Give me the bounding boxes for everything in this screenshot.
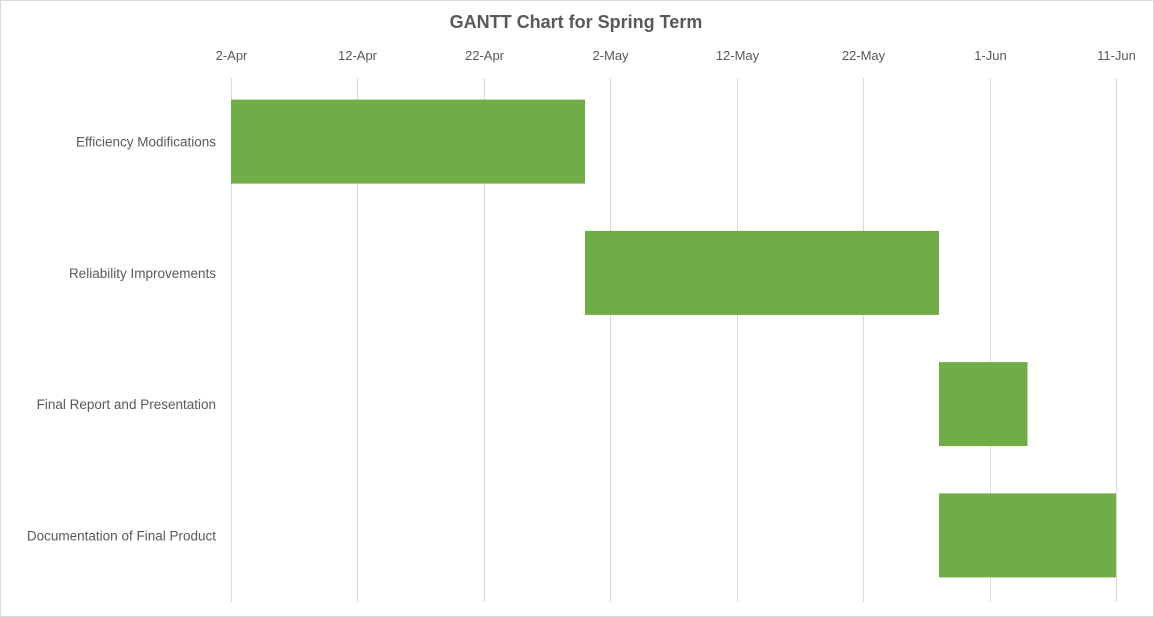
x-axis-ticks: 2-Apr 12-Apr 22-Apr 2-May 12-May 22-May 1-Jun 1… — [216, 48, 1136, 63]
chart-title: GANTT Chart for Spring Term — [449, 12, 703, 32]
x-tick-label: 11-Jun — [1097, 48, 1136, 63]
task-label: Documentation of Final Product — [27, 528, 216, 543]
task-bar — [585, 230, 939, 315]
x-tick-label: 1-Jun — [974, 48, 1007, 63]
task-label: Reliability Improvements — [69, 266, 216, 281]
task-label: Efficiency Modifications — [76, 135, 216, 150]
task-label: Final Report and Presentation — [37, 397, 216, 412]
category-labels: Efficiency Modifications Reliability Impr… — [27, 135, 216, 544]
task-bar — [939, 362, 1028, 447]
x-tick-label: 2-Apr — [216, 48, 248, 63]
x-tick-label: 2-May — [592, 48, 629, 63]
x-tick-label: 12-May — [716, 48, 760, 63]
task-bar — [939, 493, 1116, 578]
task-bar — [231, 99, 585, 184]
x-tick-label: 22-May — [842, 48, 886, 63]
bars — [231, 99, 1116, 578]
x-tick-label: 12-Apr — [338, 48, 378, 63]
x-tick-label: 22-Apr — [465, 48, 505, 63]
